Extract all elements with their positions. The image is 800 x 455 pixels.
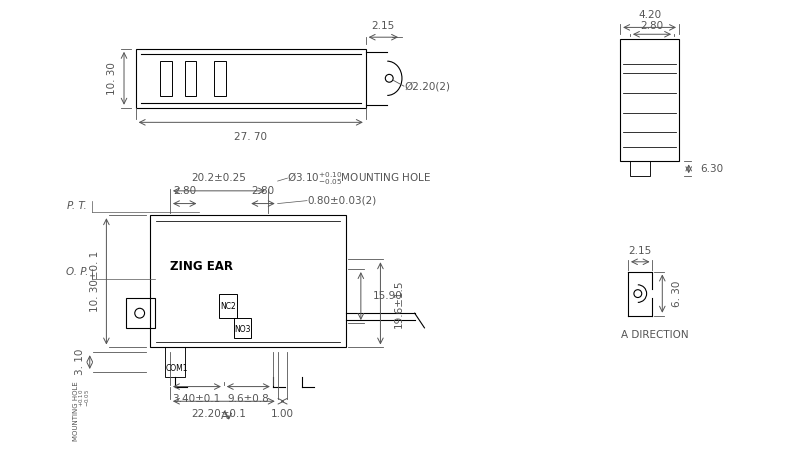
Text: 2.15: 2.15 [372,21,395,31]
Bar [150,215,346,348]
Text: MOUNTING HOLE: MOUNTING HOLE [73,382,79,441]
Text: A: A [222,411,228,421]
Text: A DIRECTION: A DIRECTION [621,330,689,340]
Text: NC2: NC2 [220,302,236,311]
Bar [160,61,172,96]
Text: 2.15: 2.15 [628,246,651,256]
Bar [219,293,237,318]
Bar [126,298,155,328]
Text: Ø2.20(2): Ø2.20(2) [405,81,451,91]
Text: 4.20: 4.20 [638,10,661,20]
Text: 10. 30±0. 1: 10. 30±0. 1 [90,251,100,312]
Text: $^{+0.10}_{-0.05}$: $^{+0.10}_{-0.05}$ [78,389,92,407]
Text: NO3: NO3 [234,325,251,334]
Bar [630,162,650,176]
Text: 2.80: 2.80 [641,21,663,31]
Text: 20.2±0.25: 20.2±0.25 [191,173,246,183]
Text: 9.6±0.8: 9.6±0.8 [227,394,269,404]
Text: P. T.: P. T. [67,201,87,211]
Text: 19.6±1.5: 19.6±1.5 [394,279,404,328]
Text: 6. 30: 6. 30 [672,280,682,307]
Text: 10. 30: 10. 30 [107,62,118,95]
Bar [234,318,251,338]
Text: 2.80: 2.80 [251,186,274,196]
Text: 22.20±0.1: 22.20±0.1 [191,409,246,419]
Text: 27. 70: 27. 70 [234,132,267,142]
Text: Ø3.10$^{+0.10}_{-0.05}$MOUNTING HOLE: Ø3.10$^{+0.10}_{-0.05}$MOUNTING HOLE [287,170,432,187]
Text: ZING EAR: ZING EAR [170,260,233,273]
Text: 3. 10: 3. 10 [75,349,85,375]
Text: O. P.: O. P. [66,267,88,277]
Text: 2.80: 2.80 [173,186,196,196]
Text: 15.90: 15.90 [373,291,402,301]
Bar [620,39,679,162]
Bar [136,49,366,108]
Bar [214,61,226,96]
Text: 6.30: 6.30 [701,164,723,174]
Text: COM1: COM1 [166,364,189,374]
Text: 3.40±0.1: 3.40±0.1 [172,394,221,404]
Text: 0.80±0.03(2): 0.80±0.03(2) [307,196,376,206]
Text: 1.00: 1.00 [271,409,294,419]
Bar [185,61,197,96]
Bar [165,348,185,377]
